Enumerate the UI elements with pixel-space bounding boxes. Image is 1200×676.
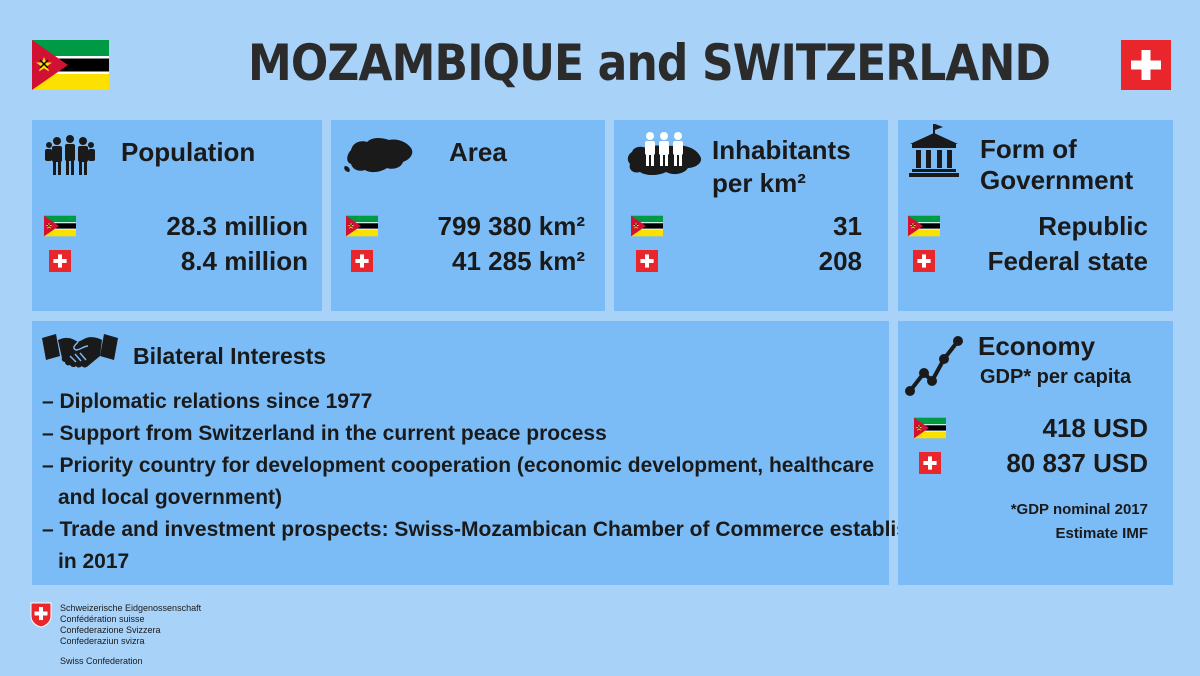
economy-note-line1: *GDP nominal 2017 (1010, 501, 1148, 518)
footer-line-romansh: Confederaziun svizra (60, 636, 145, 646)
bilateral-card (32, 321, 889, 585)
government-title-line1: Form of (980, 134, 1077, 164)
population-switzerland-value: 8.4 million (180, 246, 308, 276)
switzerland-flag-icon (636, 250, 658, 272)
government-building-icon (909, 124, 959, 177)
bilateral-title: Bilateral Interests (133, 343, 327, 369)
area-mozambique-value: 799 380 km² (437, 211, 585, 241)
area-title: Area (449, 137, 507, 167)
economy-title: Economy (978, 331, 1096, 361)
line-chart-icon (905, 336, 963, 396)
list-item: – Trade and investment prospects: Swiss-… (42, 518, 946, 541)
density-title-line1: Inhabitants (712, 135, 851, 165)
density-switzerland-value: 208 (818, 246, 862, 276)
list-item: and local government) (58, 486, 283, 509)
density-title-line2: per km² (712, 168, 806, 198)
economy-subtitle: GDP* per capita (980, 366, 1132, 388)
switzerland-flag-icon (919, 452, 941, 474)
government-switzerland-value: Federal state (987, 246, 1148, 276)
list-item: – Support from Switzerland in the curren… (42, 422, 607, 445)
list-item: – Priority country for development coope… (42, 454, 875, 477)
government-title-line2: Government (980, 165, 1134, 195)
economy-switzerland-value: 80 837 USD (1006, 448, 1148, 478)
population-mozambique-value: 28.3 million (166, 211, 308, 241)
switzerland-flag-icon (351, 250, 373, 272)
switzerland-flag-icon (913, 250, 935, 272)
population-card: Population 28.3 million 8.4 million (32, 120, 322, 311)
list-item: in 2017 (58, 550, 130, 573)
mozambique-flag-icon (908, 215, 940, 237)
area-switzerland-value: 41 285 km² (452, 246, 585, 276)
handshake-icon (42, 334, 118, 368)
population-title: Population (121, 137, 256, 167)
government-mozambique-value: Republic (1038, 211, 1148, 241)
mozambique-flag-icon (346, 215, 378, 237)
footer-line-english: Swiss Confederation (60, 656, 143, 666)
area-card: Area 799 380 km² 41 285 km² (331, 120, 605, 311)
people-group-icon (45, 135, 95, 175)
government-card: Form of Government Republic Federal stat… (898, 120, 1173, 311)
footer-line-german: Schweizerische Eidgenossenschaft (60, 603, 202, 613)
economy-mozambique-value: 418 USD (1042, 413, 1149, 443)
mozambique-flag-icon (631, 215, 663, 237)
mozambique-flag-icon (44, 215, 76, 237)
density-card: Inhabitants per km² 31 208 (614, 120, 888, 311)
mozambique-flag-icon (32, 40, 109, 90)
economy-card: Economy GDP* per capita 418 USD 80 837 U… (898, 321, 1173, 585)
switzerland-flag-icon (49, 250, 71, 272)
swiss-confederation-logo (30, 602, 52, 628)
footer-line-french: Confédération suisse (60, 614, 145, 624)
density-mozambique-value: 31 (833, 211, 862, 241)
map-shape-icon (344, 138, 413, 173)
economy-note-line2: Estimate IMF (1055, 525, 1148, 542)
switzerland-flag-icon (1121, 40, 1171, 90)
mozambique-flag-icon (914, 417, 946, 439)
list-item: – Diplomatic relations since 1977 (42, 390, 373, 413)
people-on-map-icon (627, 132, 702, 175)
footer-line-italian: Confederazione Svizzera (60, 625, 161, 635)
bilateral-list: – Diplomatic relations since 1977 – Supp… (42, 386, 946, 578)
page-title: MOZAMBIQUE and SWITZERLAND (248, 34, 1051, 92)
